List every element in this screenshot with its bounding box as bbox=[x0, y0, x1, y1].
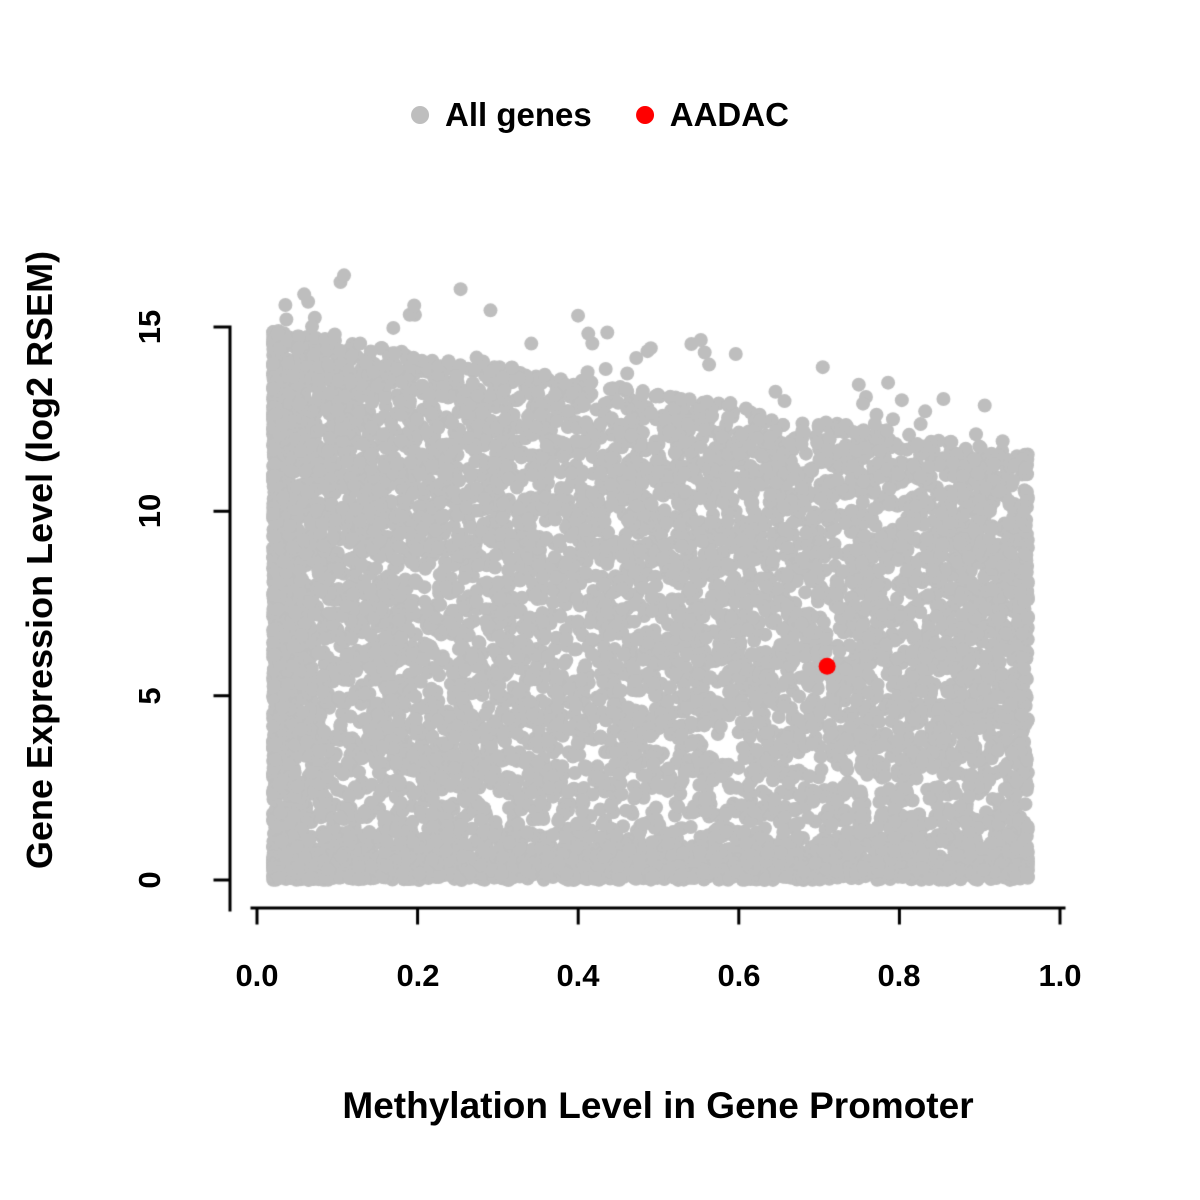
aadac-marker-icon bbox=[635, 106, 654, 124]
legend-label-all-genes: All genes bbox=[445, 96, 592, 133]
y-tick-label: 15 bbox=[132, 309, 167, 345]
x-axis-title: Methylation Level in Gene Promoter bbox=[342, 1085, 974, 1126]
legend: All genes AADAC bbox=[411, 96, 789, 134]
y-axis-title: Gene Expression Level (log2 RSEM) bbox=[19, 250, 60, 870]
y-tick-label: 10 bbox=[132, 493, 167, 529]
x-tick-label: 0.2 bbox=[396, 958, 440, 993]
legend-label-aadac: AADAC bbox=[669, 96, 789, 133]
x-tick-label: 1.0 bbox=[1038, 958, 1082, 993]
y-tick-label: 5 bbox=[132, 687, 167, 705]
all-genes-marker-icon bbox=[411, 106, 430, 124]
legend-entry-aadac: AADAC bbox=[635, 96, 789, 134]
x-tick-label: 0.4 bbox=[556, 958, 600, 993]
x-tick-label: 0.0 bbox=[235, 958, 279, 993]
legend-entry-all-genes: All genes bbox=[411, 96, 592, 134]
x-tick-label: 0.8 bbox=[877, 958, 921, 993]
x-tick-label: 0.6 bbox=[717, 958, 761, 993]
y-tick-label: 0 bbox=[132, 871, 167, 889]
